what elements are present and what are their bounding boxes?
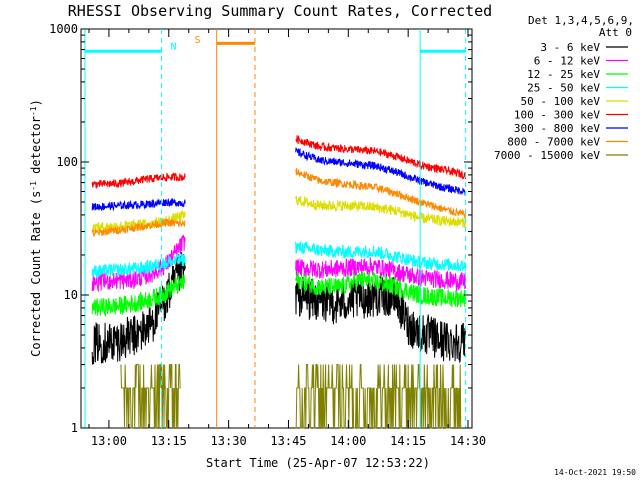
y-axis-label: Corrected Count Rate (s-1 detector-1) xyxy=(29,99,43,357)
legend-label: 300 - 800 keV xyxy=(514,122,600,135)
series-6-300-800kev xyxy=(91,147,466,212)
x-tick-label: 13:45 xyxy=(270,434,306,448)
legend-header-detectors: Det 1,3,4,5,6,9, xyxy=(528,14,634,27)
series-line xyxy=(295,195,466,228)
series-line xyxy=(91,172,186,190)
series-line xyxy=(295,167,466,219)
x-tick-label: 13:15 xyxy=(151,434,187,448)
series-line xyxy=(295,364,462,429)
x-axis-label: Start Time (25-Apr-07 12:53:22) xyxy=(206,456,430,470)
legend-label: 3 - 6 keV xyxy=(540,41,600,54)
series-5-100-300kev xyxy=(91,135,466,190)
series-line xyxy=(91,234,186,293)
axes: 1 10 100 1000 13:00 13:15 13:30 13:45 14:00 14:15… xyxy=(49,22,486,448)
flag-label: S xyxy=(194,35,200,46)
series-line xyxy=(295,240,466,272)
x-tick-label: 14:30 xyxy=(450,434,486,448)
series-3-25-50kev xyxy=(91,240,466,278)
legend-label: 6 - 12 keV xyxy=(534,55,601,68)
plot-frame xyxy=(80,28,473,429)
series-line xyxy=(91,253,186,278)
plot-area: NS xyxy=(80,28,473,429)
data-series xyxy=(91,135,466,429)
legend-label: 100 - 300 keV xyxy=(514,109,600,122)
chart-title: RHESSI Observing Summary Count Rates, Co… xyxy=(68,2,492,20)
y-tick-label: 100 xyxy=(56,155,78,169)
series-line xyxy=(120,364,181,429)
legend-label: 800 - 7000 keV xyxy=(507,136,600,149)
series-2-12-25kev xyxy=(91,271,466,317)
series-line xyxy=(91,198,186,212)
series-0-3-6kev xyxy=(91,252,466,365)
y-tick-label: 1000 xyxy=(49,22,78,36)
series-line xyxy=(295,271,466,308)
legend-label: 12 - 25 keV xyxy=(527,68,600,81)
series-line xyxy=(91,252,186,365)
flag-label: N xyxy=(171,41,177,52)
legend-label: 25 - 50 keV xyxy=(527,82,600,95)
series-7000-15000-kev xyxy=(120,364,462,429)
series-1-6-12kev xyxy=(91,234,466,293)
x-tick-label: 13:00 xyxy=(91,434,127,448)
series-line xyxy=(295,257,466,292)
y-tick-label: 10 xyxy=(64,288,78,302)
legend-label: 7000 - 15000 keV xyxy=(494,149,600,162)
legend-label: 50 - 100 keV xyxy=(521,95,601,108)
series-line xyxy=(91,218,186,238)
plot-timestamp: 14-Oct-2021 19:50 xyxy=(554,468,636,477)
x-tick-label: 14:00 xyxy=(330,434,366,448)
y-tick-label: 1 xyxy=(71,421,78,435)
series-7-800-7000kev xyxy=(91,167,466,238)
series-line xyxy=(295,147,466,196)
series-line xyxy=(91,274,186,317)
x-tick-label: 13:30 xyxy=(211,434,247,448)
series-line xyxy=(295,274,466,364)
series-line xyxy=(295,135,466,180)
x-tick-label: 14:15 xyxy=(390,434,426,448)
legend-header-attenuator: Att 0 xyxy=(599,26,632,39)
